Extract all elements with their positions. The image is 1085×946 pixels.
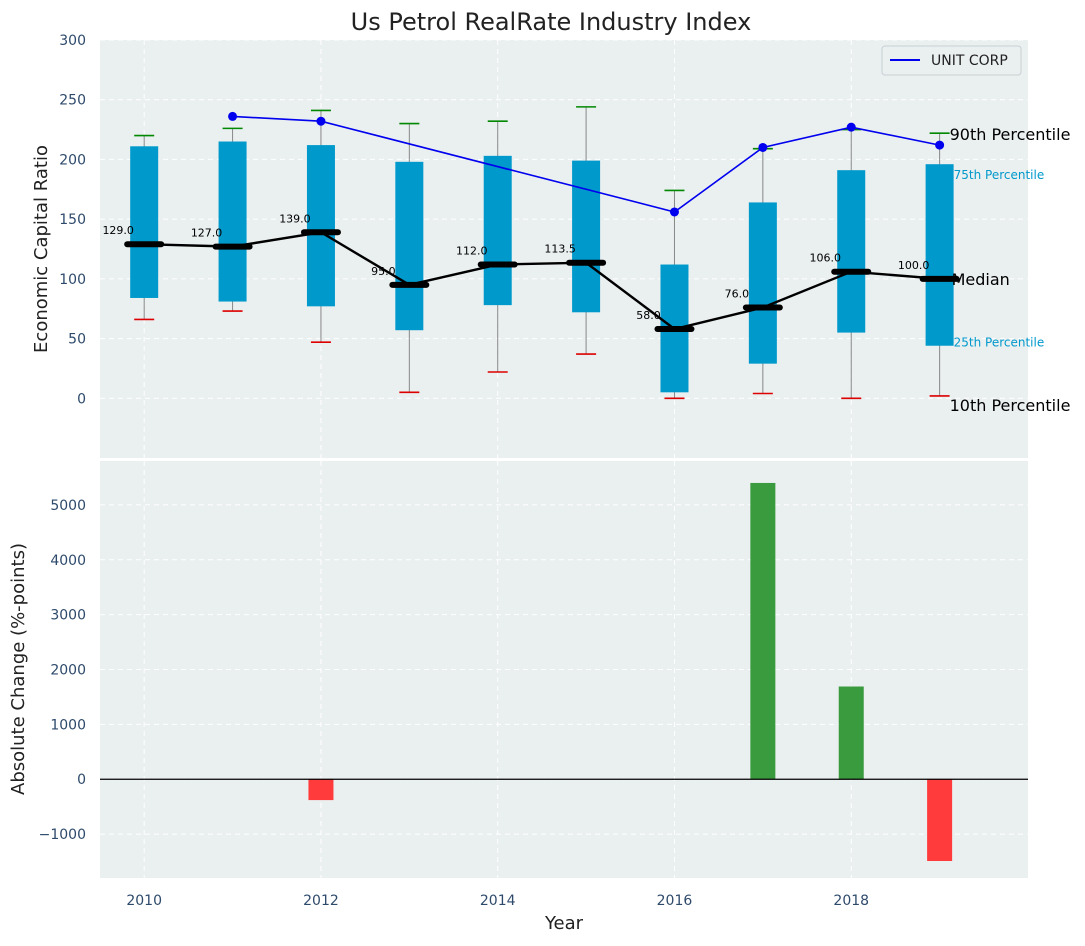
figure-title: Us Petrol RealRate Industry Index (351, 8, 752, 36)
median-value-label: 100.0 (898, 259, 930, 272)
median-value-label: 58.0 (636, 309, 661, 322)
iqr-box (130, 146, 159, 298)
legend-label-unit-corp: UNIT CORP (931, 53, 1008, 69)
iqr-box (483, 155, 512, 306)
unit-corp-point (316, 116, 326, 126)
bottom-xtick-label: 2012 (303, 893, 339, 909)
iqr-box (748, 202, 777, 364)
top-lines: 129.0 127.0 139.0 95.0 112.0 113.5 58.0 76.0 106… (102, 111, 960, 333)
top-ytick-label: 200 (59, 152, 86, 168)
iqr-box (395, 161, 424, 331)
bottom-ytick-label: 4000 (50, 553, 86, 569)
label-median: Median (952, 270, 1010, 289)
median-line (144, 231, 940, 331)
bottom-xlabel: Year (544, 913, 584, 934)
percentile-labels: 90th Percentile 75th Percentile Median 25th… (950, 125, 1071, 415)
unit-corp-point (669, 207, 679, 217)
iqr-box (572, 160, 601, 313)
unit-corp-point (846, 122, 856, 132)
top-panel: 129.0 127.0 139.0 95.0 112.0 113.5 58.0 76.0 106… (31, 33, 1070, 458)
median-value-label: 129.0 (102, 224, 134, 237)
bottom-ytick-label: 5000 (50, 498, 86, 514)
bottom-ytick-label: −1000 (39, 827, 86, 843)
bottom-xtick-label: 2014 (480, 893, 516, 909)
positive-change-bar (750, 482, 776, 780)
unit-corp-point (935, 140, 945, 150)
median-value-label: 76.0 (725, 288, 750, 301)
bottom-ytick-label: 0 (77, 772, 86, 788)
label-90th-percentile: 90th Percentile (950, 125, 1071, 144)
bottom-axes: −1000 0 1000 2000 3000 4000 5000 2010 2012 2014 20… (39, 498, 869, 909)
top-axes: 0 50 100 150 200 250 300 (59, 33, 86, 407)
iqr-box (218, 141, 247, 302)
top-ytick-label: 100 (59, 272, 86, 288)
top-ytick-label: 150 (59, 212, 86, 228)
iqr-box (925, 164, 954, 346)
top-ytick-label: 50 (68, 332, 86, 348)
bottom-ytick-label: 1000 (50, 717, 86, 733)
top-ytick-label: 250 (59, 93, 86, 109)
median-value-label: 139.0 (279, 212, 311, 225)
top-plot-background (100, 40, 1028, 458)
bottom-ylabel: Absolute Change (%-points) (8, 543, 29, 795)
legend-box (881, 45, 1022, 76)
bottom-xtick-label: 2016 (657, 893, 693, 909)
label-75th-percentile: 75th Percentile (954, 168, 1045, 182)
unit-corp-point (228, 111, 238, 121)
top-ytick-label: 300 (59, 33, 86, 49)
bottom-ytick-label: 3000 (50, 608, 86, 624)
bottom-panel: −1000 0 1000 2000 3000 4000 5000 2010 2012 2014 20… (8, 461, 1028, 934)
median-value-label: 112.0 (456, 245, 488, 258)
iqr-box (837, 170, 866, 333)
top-ytick-label: 0 (77, 391, 86, 407)
label-10th-percentile: 10th Percentile (950, 396, 1071, 415)
median-value-label: 95.0 (371, 265, 396, 278)
unit-corp-line (232, 115, 940, 213)
top-ylabel: Economic Capital Ratio (31, 145, 52, 353)
positive-change-bar (838, 686, 864, 780)
negative-change-bar (927, 779, 953, 861)
negative-change-bar (308, 779, 334, 801)
median-value-label: 113.5 (544, 243, 576, 256)
iqr-box (306, 145, 335, 307)
label-25th-percentile: 25th Percentile (954, 336, 1045, 350)
bottom-xtick-label: 2018 (833, 893, 869, 909)
median-value-label: 106.0 (809, 252, 841, 265)
bottom-grid (100, 461, 1028, 878)
bottom-bars (100, 482, 1028, 861)
bottom-ytick-label: 2000 (50, 663, 86, 679)
unit-corp-point (758, 142, 768, 152)
median-value-label: 127.0 (191, 227, 223, 240)
bottom-xtick-label: 2010 (126, 893, 162, 909)
legend[interactable]: UNIT CORP (881, 45, 1022, 76)
